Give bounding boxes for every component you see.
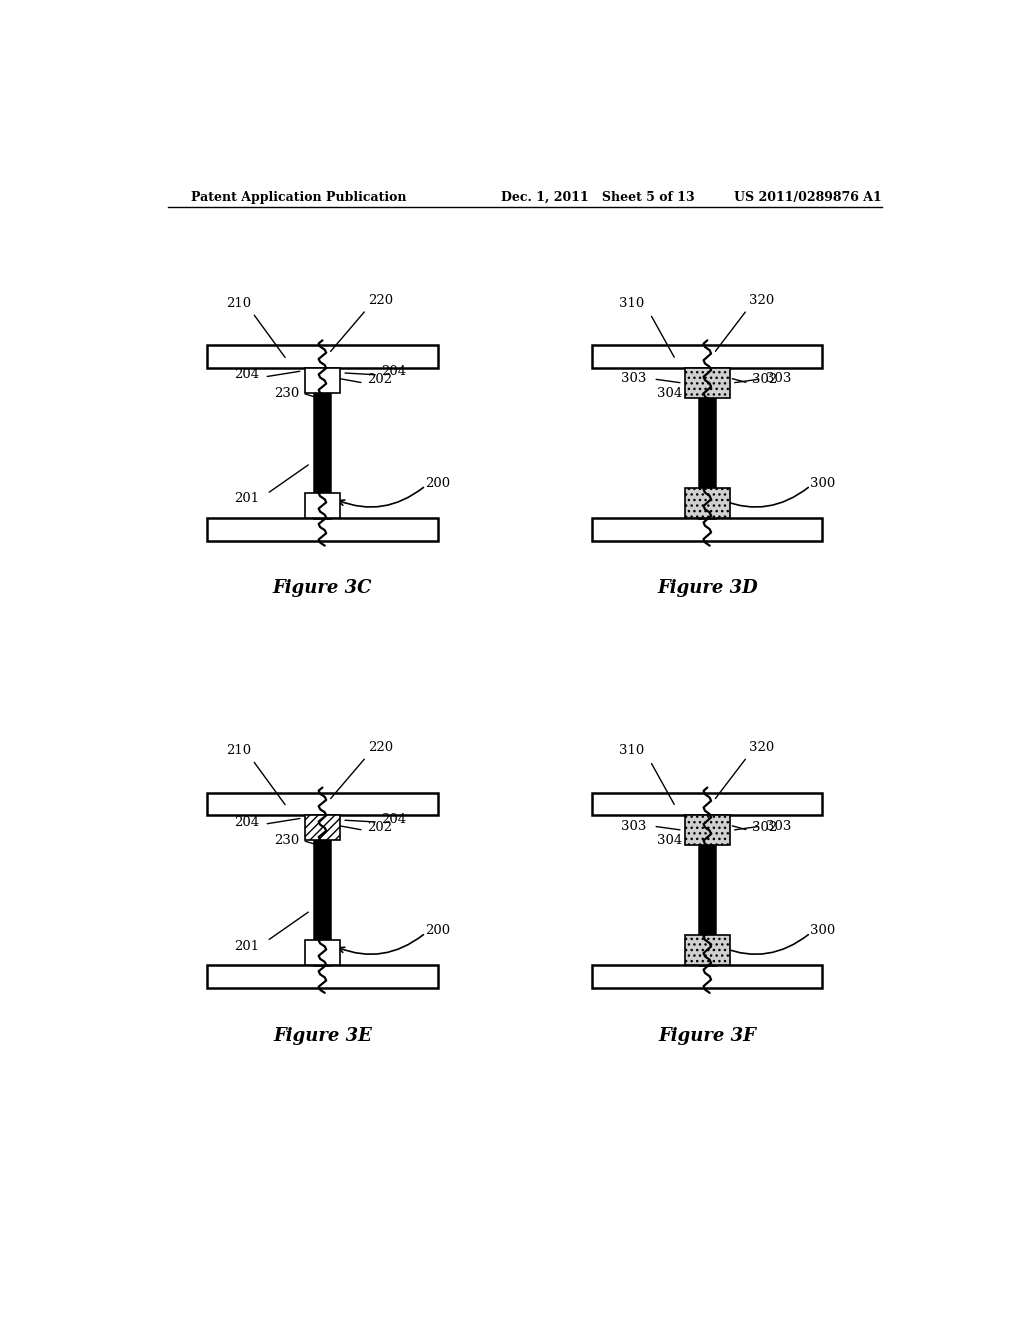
Text: 202: 202 <box>367 374 392 387</box>
Text: Figure 3C: Figure 3C <box>272 579 372 598</box>
Bar <box>207 346 437 368</box>
Text: 320: 320 <box>749 742 774 755</box>
Text: Patent Application Publication: Patent Application Publication <box>191 190 407 203</box>
Text: 202: 202 <box>367 821 392 834</box>
Text: 220: 220 <box>368 294 393 308</box>
Bar <box>314 368 331 519</box>
Text: 300: 300 <box>810 477 835 490</box>
Text: Dec. 1, 2011   Sheet 5 of 13: Dec. 1, 2011 Sheet 5 of 13 <box>501 190 694 203</box>
Bar <box>699 814 715 965</box>
Bar <box>685 814 729 846</box>
Text: 201: 201 <box>234 492 260 506</box>
Text: 310: 310 <box>620 744 644 758</box>
Bar <box>305 940 340 965</box>
Text: 204: 204 <box>381 813 407 825</box>
Bar <box>592 965 822 987</box>
Text: 204: 204 <box>234 816 260 829</box>
Bar <box>685 368 729 399</box>
Text: 302: 302 <box>752 374 777 387</box>
Text: 302: 302 <box>752 821 777 834</box>
Text: 204: 204 <box>234 368 260 381</box>
Text: 204: 204 <box>381 366 407 379</box>
Text: 304: 304 <box>656 387 682 400</box>
Text: 304: 304 <box>656 834 682 847</box>
Bar <box>207 965 437 987</box>
Text: 303: 303 <box>766 372 792 385</box>
Text: 200: 200 <box>425 477 451 490</box>
Text: 210: 210 <box>226 744 252 758</box>
Text: 201: 201 <box>234 940 260 953</box>
Text: 303: 303 <box>621 820 646 833</box>
Text: 300: 300 <box>810 924 835 937</box>
Bar <box>314 814 331 965</box>
Bar <box>685 487 729 519</box>
Text: 320: 320 <box>749 294 774 308</box>
Bar <box>592 792 822 814</box>
Bar <box>305 368 340 393</box>
Bar <box>305 814 340 841</box>
Text: 303: 303 <box>766 820 792 833</box>
Text: 310: 310 <box>620 297 644 310</box>
Bar <box>592 519 822 541</box>
Text: Figure 3D: Figure 3D <box>657 579 758 598</box>
Bar <box>305 492 340 519</box>
Text: Figure 3E: Figure 3E <box>273 1027 372 1044</box>
Bar <box>685 935 729 965</box>
Bar <box>207 519 437 541</box>
Bar <box>699 368 715 519</box>
Text: US 2011/0289876 A1: US 2011/0289876 A1 <box>734 190 882 203</box>
Bar <box>207 792 437 814</box>
Text: Figure 3F: Figure 3F <box>658 1027 757 1044</box>
Text: 210: 210 <box>226 297 252 310</box>
Bar <box>592 346 822 368</box>
Text: 200: 200 <box>425 924 451 937</box>
Text: 220: 220 <box>368 742 393 755</box>
Text: 230: 230 <box>274 834 299 847</box>
Text: 303: 303 <box>621 372 646 385</box>
Text: 230: 230 <box>274 387 299 400</box>
